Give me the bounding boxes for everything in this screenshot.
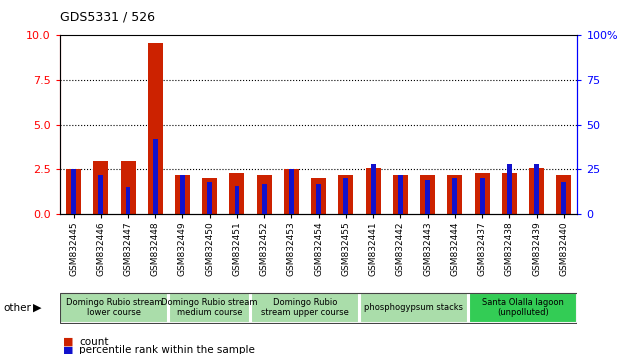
Bar bbox=[71, 170, 76, 214]
Bar bbox=[562, 182, 566, 214]
Bar bbox=[447, 175, 463, 214]
Text: Domingo Rubio
stream upper course: Domingo Rubio stream upper course bbox=[261, 298, 349, 317]
Text: ■: ■ bbox=[63, 346, 74, 354]
Bar bbox=[529, 168, 544, 214]
Bar bbox=[420, 175, 435, 214]
Bar bbox=[257, 175, 272, 214]
Text: ■: ■ bbox=[63, 337, 74, 347]
Text: Domingo Rubio stream
medium course: Domingo Rubio stream medium course bbox=[162, 298, 258, 317]
Bar bbox=[180, 175, 185, 214]
Bar bbox=[557, 175, 571, 214]
Bar bbox=[66, 170, 81, 214]
Bar bbox=[360, 293, 468, 323]
Bar bbox=[480, 178, 485, 214]
Bar bbox=[284, 170, 299, 214]
Bar bbox=[452, 178, 457, 214]
Text: phosphogypsum stacks: phosphogypsum stacks bbox=[365, 303, 463, 312]
Bar bbox=[148, 42, 163, 214]
Bar bbox=[169, 293, 250, 323]
Bar bbox=[502, 173, 517, 214]
Bar bbox=[338, 175, 353, 214]
Bar bbox=[230, 173, 244, 214]
Bar bbox=[534, 164, 539, 214]
Bar bbox=[126, 187, 131, 214]
Bar bbox=[93, 161, 109, 214]
Bar bbox=[370, 164, 375, 214]
Text: percentile rank within the sample: percentile rank within the sample bbox=[79, 346, 255, 354]
Bar bbox=[398, 175, 403, 214]
Bar bbox=[235, 185, 239, 214]
Bar bbox=[365, 168, 380, 214]
Bar bbox=[202, 178, 217, 214]
Bar bbox=[475, 173, 490, 214]
Bar bbox=[98, 175, 103, 214]
Bar bbox=[251, 293, 359, 323]
Bar bbox=[311, 178, 326, 214]
Text: ▶: ▶ bbox=[33, 303, 41, 313]
Bar bbox=[262, 184, 267, 214]
Bar bbox=[121, 161, 136, 214]
Bar bbox=[469, 293, 577, 323]
Bar bbox=[175, 175, 190, 214]
Bar bbox=[507, 164, 512, 214]
Text: other: other bbox=[3, 303, 31, 313]
Bar bbox=[316, 184, 321, 214]
Text: Santa Olalla lagoon
(unpolluted): Santa Olalla lagoon (unpolluted) bbox=[482, 298, 564, 317]
Bar bbox=[207, 182, 212, 214]
Bar bbox=[289, 170, 294, 214]
Bar bbox=[393, 175, 408, 214]
Bar bbox=[153, 139, 158, 214]
Text: count: count bbox=[79, 337, 109, 347]
Text: Domingo Rubio stream
lower course: Domingo Rubio stream lower course bbox=[66, 298, 163, 317]
Text: GDS5331 / 526: GDS5331 / 526 bbox=[60, 11, 155, 24]
Bar bbox=[61, 293, 168, 323]
Bar bbox=[343, 178, 348, 214]
Bar bbox=[425, 180, 430, 214]
